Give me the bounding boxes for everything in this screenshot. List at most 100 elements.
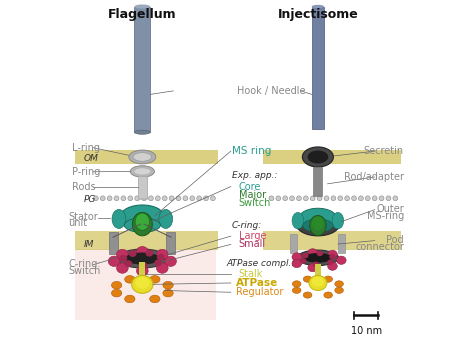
Bar bbox=[139, 262, 146, 280]
Ellipse shape bbox=[156, 249, 168, 260]
Ellipse shape bbox=[308, 263, 318, 272]
Ellipse shape bbox=[150, 295, 160, 303]
Text: C-ring:: C-ring: bbox=[68, 259, 101, 269]
Ellipse shape bbox=[292, 212, 304, 229]
Ellipse shape bbox=[111, 281, 122, 289]
Ellipse shape bbox=[135, 5, 150, 9]
Text: Rod/adapter: Rod/adapter bbox=[344, 172, 404, 182]
Ellipse shape bbox=[169, 196, 174, 201]
Ellipse shape bbox=[313, 262, 319, 267]
Ellipse shape bbox=[312, 217, 324, 230]
Ellipse shape bbox=[345, 196, 349, 201]
Ellipse shape bbox=[303, 219, 333, 232]
Ellipse shape bbox=[297, 250, 338, 265]
Text: ATPase: ATPase bbox=[236, 278, 278, 288]
Ellipse shape bbox=[128, 196, 133, 201]
Bar bbox=[75, 249, 216, 320]
Ellipse shape bbox=[176, 196, 181, 201]
Text: Secretin: Secretin bbox=[364, 146, 404, 156]
Text: Flagellum: Flagellum bbox=[108, 8, 177, 21]
Ellipse shape bbox=[107, 196, 112, 201]
Ellipse shape bbox=[125, 295, 135, 303]
Ellipse shape bbox=[119, 255, 127, 262]
Text: PG: PG bbox=[84, 195, 96, 204]
Ellipse shape bbox=[297, 196, 301, 201]
Ellipse shape bbox=[276, 196, 281, 201]
Text: Outer: Outer bbox=[376, 204, 404, 214]
Ellipse shape bbox=[112, 210, 126, 228]
Bar bbox=[109, 232, 118, 254]
Text: unit: unit bbox=[68, 218, 88, 228]
Ellipse shape bbox=[135, 130, 150, 134]
Ellipse shape bbox=[135, 213, 150, 230]
Ellipse shape bbox=[310, 196, 315, 201]
Bar bbox=[290, 234, 297, 253]
Ellipse shape bbox=[331, 196, 336, 201]
Ellipse shape bbox=[292, 260, 301, 268]
Ellipse shape bbox=[163, 281, 173, 289]
Ellipse shape bbox=[283, 196, 288, 201]
Ellipse shape bbox=[328, 262, 337, 270]
Ellipse shape bbox=[163, 289, 173, 297]
Ellipse shape bbox=[114, 196, 119, 201]
Bar bbox=[313, 167, 322, 196]
Ellipse shape bbox=[135, 277, 150, 289]
Ellipse shape bbox=[308, 249, 318, 257]
Ellipse shape bbox=[310, 215, 326, 236]
Ellipse shape bbox=[142, 196, 146, 201]
Ellipse shape bbox=[302, 147, 333, 167]
Ellipse shape bbox=[292, 287, 301, 294]
Text: P-ring: P-ring bbox=[72, 167, 100, 177]
Ellipse shape bbox=[296, 211, 340, 236]
Ellipse shape bbox=[309, 276, 327, 290]
Ellipse shape bbox=[132, 276, 153, 293]
Ellipse shape bbox=[210, 196, 215, 201]
Ellipse shape bbox=[328, 250, 337, 259]
Bar bbox=[137, 177, 147, 199]
Ellipse shape bbox=[155, 260, 162, 266]
Ellipse shape bbox=[130, 166, 155, 177]
Ellipse shape bbox=[312, 277, 324, 286]
Ellipse shape bbox=[393, 196, 398, 201]
Text: Regulator: Regulator bbox=[236, 287, 283, 297]
Ellipse shape bbox=[303, 196, 308, 201]
Ellipse shape bbox=[159, 210, 173, 228]
Text: C-ring:: C-ring: bbox=[232, 221, 262, 230]
Text: Small: Small bbox=[239, 239, 266, 249]
Bar bbox=[338, 234, 346, 253]
Ellipse shape bbox=[324, 276, 332, 282]
Bar bbox=[312, 7, 324, 129]
Ellipse shape bbox=[303, 276, 312, 282]
Ellipse shape bbox=[324, 292, 332, 298]
Ellipse shape bbox=[329, 254, 336, 260]
Ellipse shape bbox=[117, 249, 128, 260]
Text: IM: IM bbox=[84, 239, 94, 248]
Ellipse shape bbox=[292, 281, 301, 287]
Ellipse shape bbox=[290, 196, 294, 201]
Ellipse shape bbox=[162, 196, 167, 201]
Ellipse shape bbox=[337, 256, 346, 264]
Ellipse shape bbox=[124, 260, 132, 267]
Ellipse shape bbox=[121, 196, 126, 201]
Ellipse shape bbox=[117, 263, 128, 273]
Ellipse shape bbox=[121, 205, 164, 227]
Text: Pod: Pod bbox=[386, 235, 404, 245]
Ellipse shape bbox=[125, 253, 160, 264]
Text: Exp. app.:: Exp. app.: bbox=[232, 171, 277, 180]
Ellipse shape bbox=[146, 250, 153, 256]
Ellipse shape bbox=[140, 262, 148, 269]
Ellipse shape bbox=[365, 196, 370, 201]
Ellipse shape bbox=[204, 196, 209, 201]
Ellipse shape bbox=[372, 196, 377, 201]
Ellipse shape bbox=[156, 263, 168, 273]
Ellipse shape bbox=[129, 150, 156, 164]
Bar bbox=[263, 231, 401, 250]
Ellipse shape bbox=[302, 253, 309, 258]
Ellipse shape bbox=[132, 212, 152, 236]
Ellipse shape bbox=[108, 256, 120, 266]
Ellipse shape bbox=[303, 292, 312, 298]
Ellipse shape bbox=[317, 251, 323, 256]
Ellipse shape bbox=[379, 196, 384, 201]
Text: Core: Core bbox=[239, 181, 261, 192]
Text: MS ring: MS ring bbox=[232, 146, 271, 156]
